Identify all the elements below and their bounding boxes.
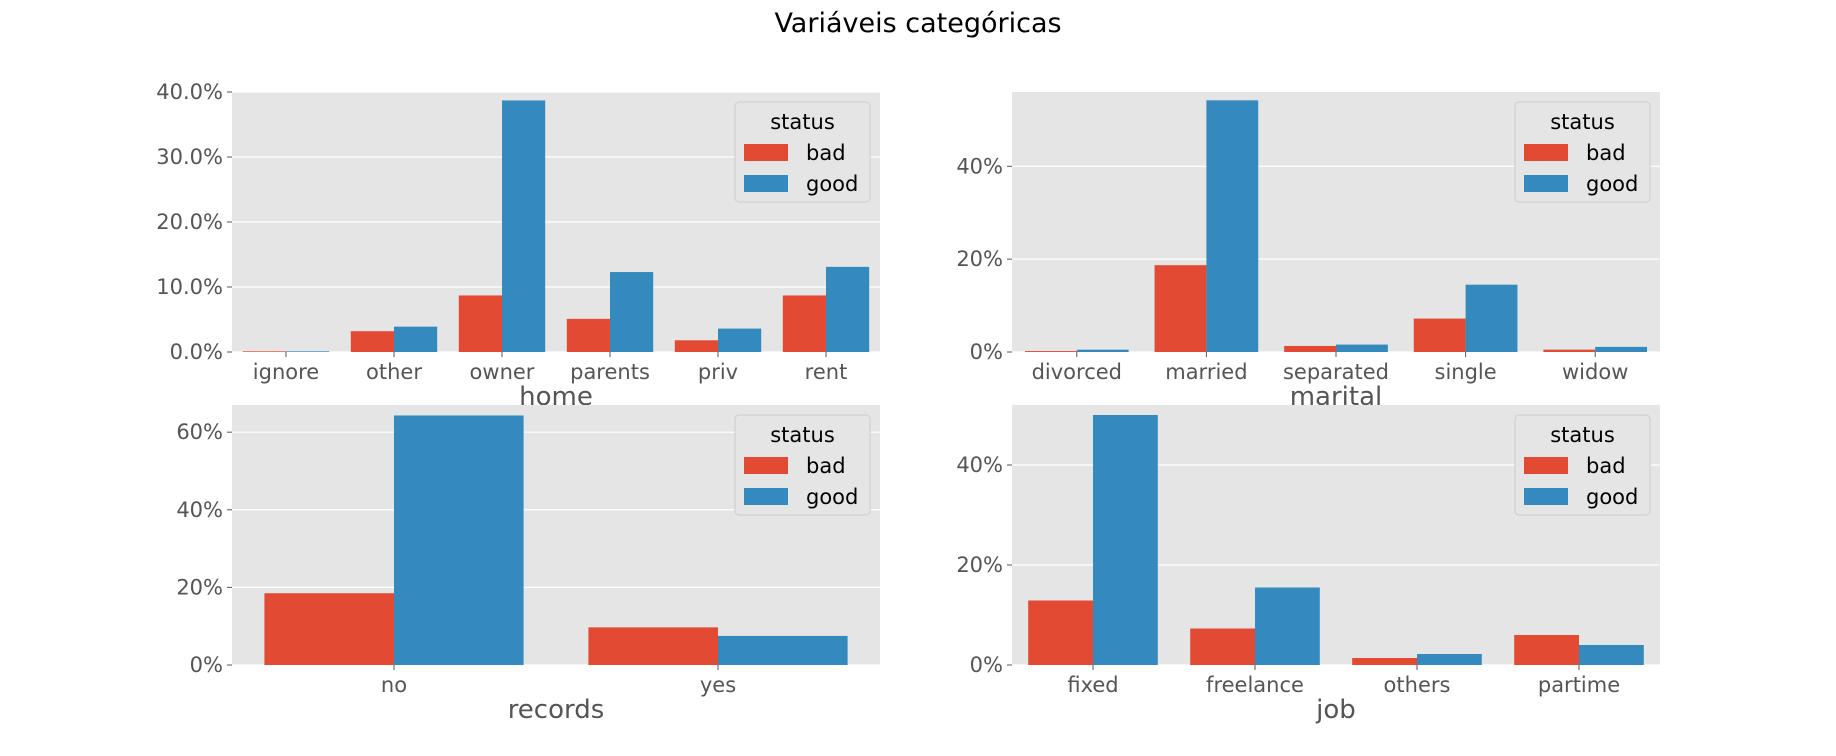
bar-owner-good [502,100,546,352]
y-tick-label: 0% [970,653,1003,677]
bar-ignore-bad [242,351,286,352]
x-tick-label: divorced [1032,360,1122,384]
legend-title: status [1550,110,1615,134]
bar-separated-good [1336,344,1388,352]
legend-title: status [770,110,835,134]
y-tick-label: 20% [176,575,223,599]
legend-title: status [1550,423,1615,447]
x-tick-label: ignore [253,360,319,384]
y-tick-label: 40% [956,453,1003,477]
legend: status bad good [734,101,871,203]
legend-swatch-good [1524,175,1568,192]
y-tick-label: 10.0% [156,275,223,299]
legend-swatch-bad [1524,457,1568,474]
bar-others-good [1417,654,1482,665]
y-tick-label: 40% [176,498,223,522]
x-tick-label: partime [1538,673,1620,697]
bar-fixed-bad [1028,600,1093,665]
bar-owner-bad [458,295,502,352]
legend-entry-good: good [806,172,858,196]
x-tick-label: yes [700,673,736,697]
chart-panel-home: 0.0% 10.0% 20.0% 30.0% 40.0% ignore other owner… [156,80,880,412]
legend: status bad good [1514,414,1651,516]
y-tick-label: 30.0% [156,145,223,169]
x-tick-label: other [366,360,422,384]
bar-divorced-good [1076,349,1129,352]
bar-freelance-bad [1190,628,1255,665]
x-tick-label: owner [470,360,535,384]
legend-title: status [770,423,835,447]
bar-yes-bad [588,627,718,665]
legend-entry-bad: bad [1586,454,1626,478]
figure-title: Variáveis categóricas [774,8,1062,39]
x-tick-label: fixed [1067,673,1118,697]
legend-entry-good: good [1586,172,1638,196]
bar-widow-good [1595,346,1648,352]
bar-married-bad [1154,265,1207,352]
bar-freelance-good [1255,587,1320,665]
bar-fixed-good [1093,415,1158,665]
y-tick-label: 20% [956,247,1003,271]
legend-swatch-bad [1524,144,1568,161]
bar-separated-bad [1284,345,1336,352]
x-tick-label: others [1384,673,1451,697]
legend: status bad good [734,414,871,516]
y-tick-label: 40.0% [156,80,223,104]
bar-divorced-bad [1024,351,1077,352]
bar-rent-bad [782,295,826,352]
bar-ignore-good [286,351,330,352]
legend-swatch-good [1524,488,1568,505]
legend-swatch-good [744,175,788,192]
bar-rent-good [826,266,870,352]
chart-panel-records: 0% 20% 40% 60% no yes records status bad good [176,405,880,725]
bar-partime-good [1579,645,1644,665]
legend-entry-bad: bad [1586,141,1626,165]
x-tick-label: separated [1283,360,1389,384]
bar-priv-good [718,328,762,352]
x-tick-label: married [1165,360,1247,384]
bar-partime-bad [1514,635,1579,665]
bar-other-bad [350,331,394,352]
x-axis-label: records [508,695,605,725]
bar-single-bad [1413,318,1466,352]
y-tick-label: 60% [176,420,223,444]
bar-yes-good [718,635,848,665]
y-tick-label: 20.0% [156,210,223,234]
legend: status bad good [1514,101,1651,203]
legend-entry-bad: bad [806,141,846,165]
x-tick-label: no [381,673,407,697]
x-tick-label: freelance [1206,673,1304,697]
x-tick-label: widow [1562,360,1628,384]
y-tick-label: 0% [190,653,223,677]
bar-parents-bad [566,318,610,352]
x-tick-label: priv [698,360,738,384]
x-tick-label: parents [570,360,650,384]
legend-swatch-good [744,488,788,505]
bar-other-good [394,326,438,352]
bar-widow-bad [1543,349,1596,352]
y-tick-label: 0.0% [170,340,223,364]
chart-panel-job: 0% 20% 40% fixed freelance others partime job st… [956,405,1660,725]
x-axis-label: job [1315,695,1356,725]
legend-swatch-bad [744,144,788,161]
bar-others-bad [1352,658,1417,665]
legend-entry-good: good [806,485,858,509]
x-tick-label: single [1435,360,1497,384]
bar-married-good [1206,100,1259,352]
y-tick-label: 20% [956,553,1003,577]
legend-entry-bad: bad [806,454,846,478]
y-tick-label: 40% [956,154,1003,178]
bar-parents-good [610,272,654,352]
y-tick-label: 0% [970,340,1003,364]
chart-panel-marital: 0% 20% 40% divorced married separated single wi… [956,92,1660,412]
bar-single-good [1465,284,1518,352]
x-tick-label: rent [805,360,848,384]
bar-no-bad [264,593,394,665]
bar-no-good [394,415,524,665]
legend-entry-good: good [1586,485,1638,509]
bar-priv-bad [674,340,718,352]
legend-swatch-bad [744,457,788,474]
